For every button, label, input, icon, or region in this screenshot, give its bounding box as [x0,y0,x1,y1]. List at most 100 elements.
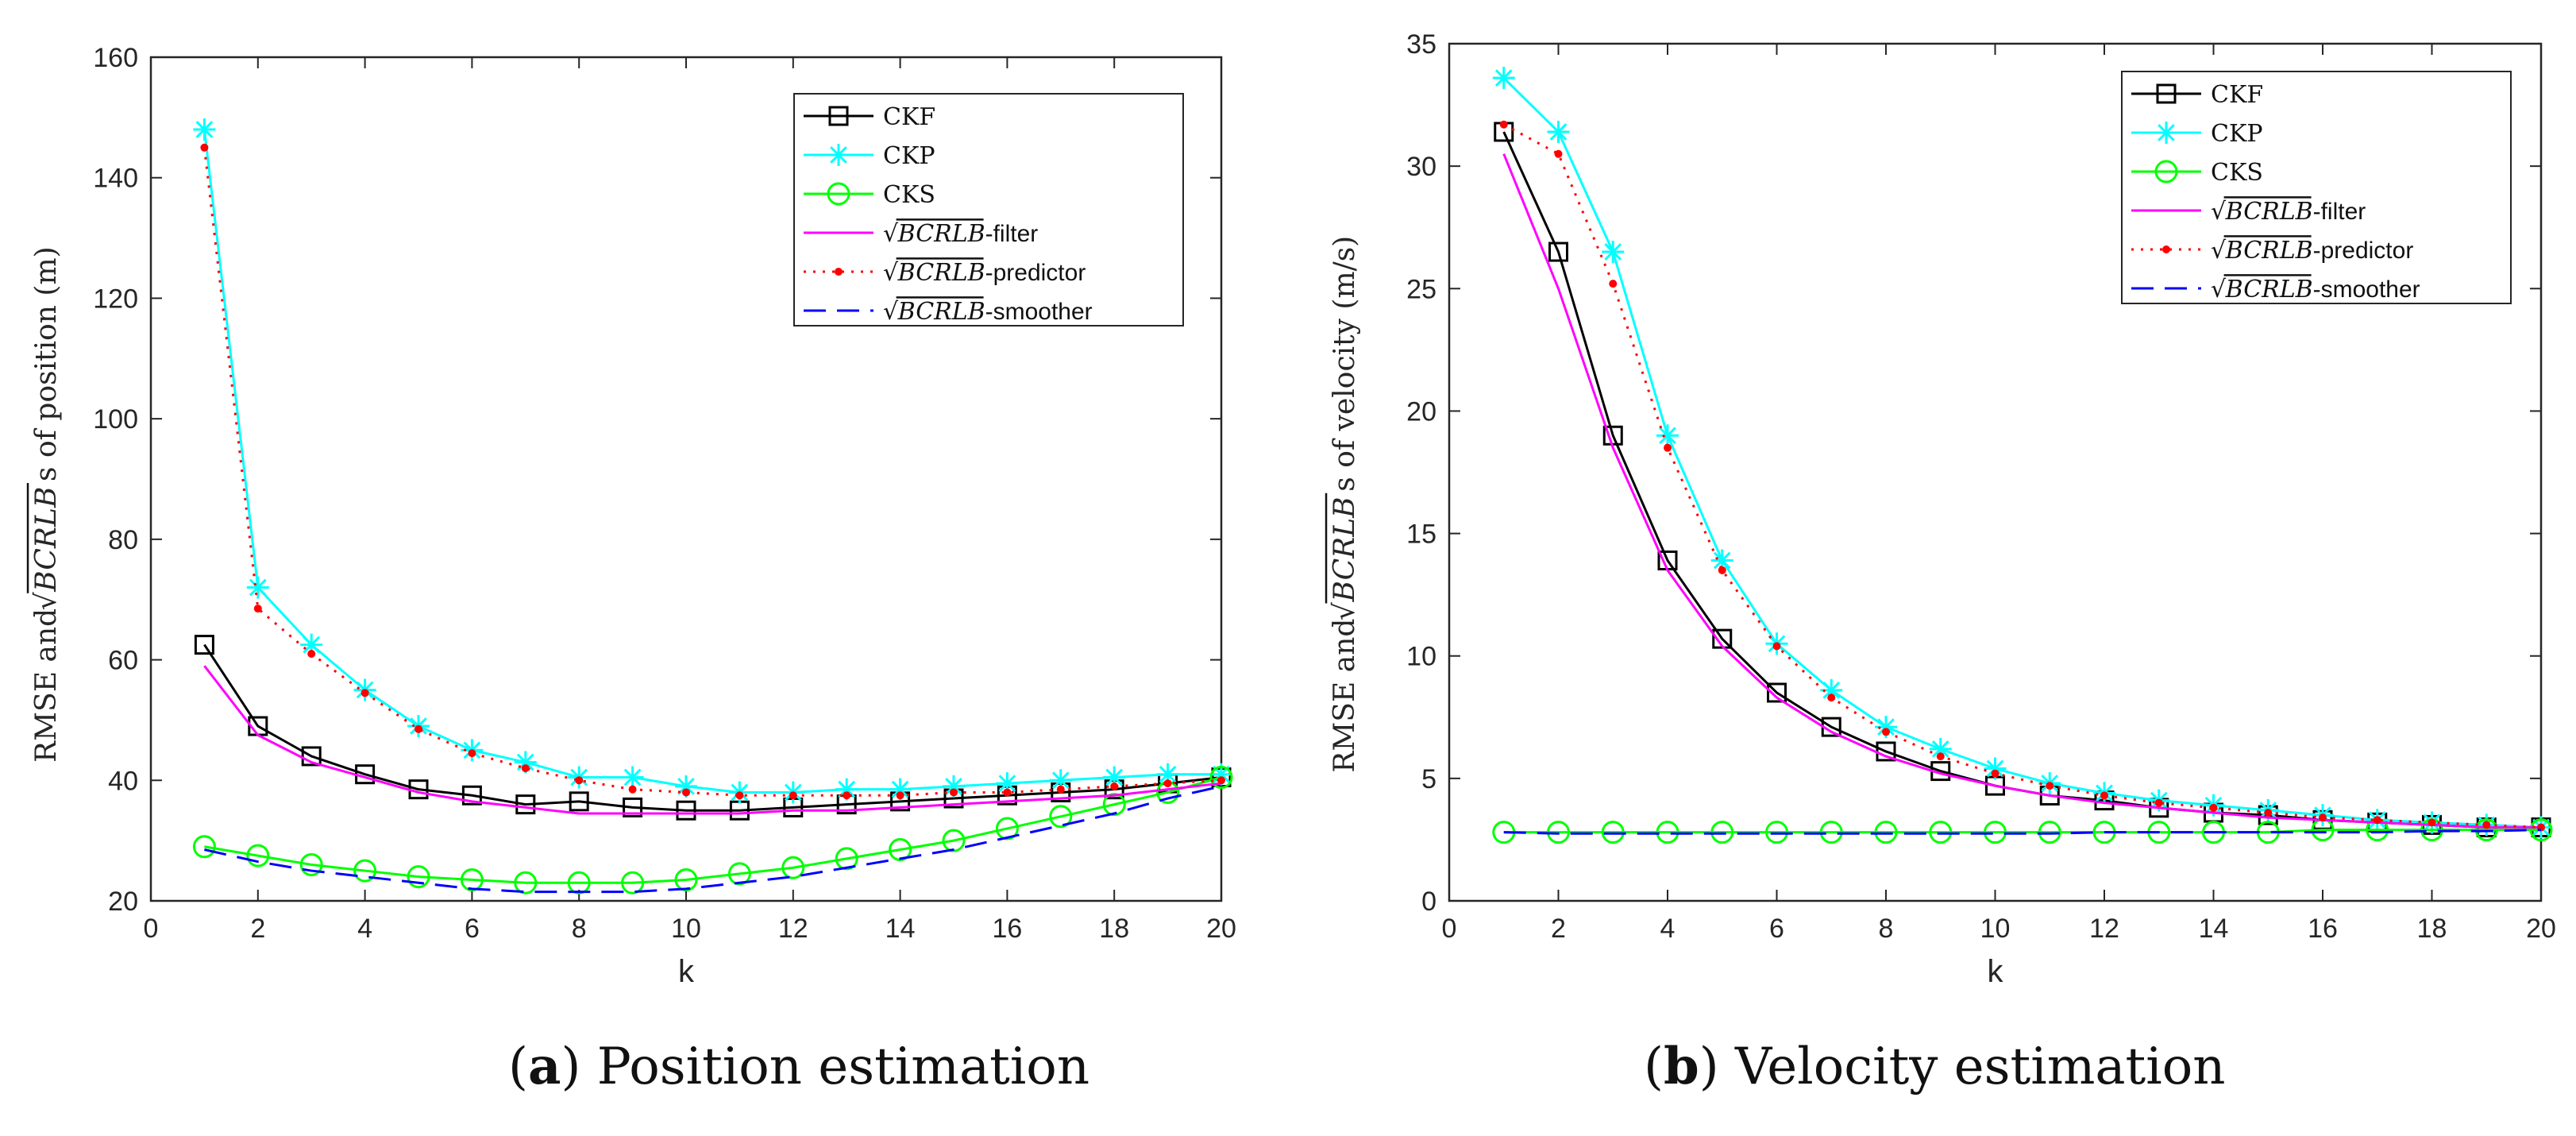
legend-marker-ckf [828,106,849,126]
data-point-cks [674,867,698,891]
series-bcrlb-smoother-velocity [1503,829,2542,835]
data-point-cks [727,862,751,886]
data-point-cks [942,829,966,852]
y-tick-label: 20 [108,887,138,917]
data-point-ckf [1548,241,1568,262]
y-ticks-position: 20 40 60 80 100 120 140 160 [93,43,1221,917]
x-tick-label: 12 [2089,914,2119,944]
legend-marker-ckp [827,144,850,166]
legend-label-bcrlb-filter-bcrlb: BCRLB [897,220,985,248]
data-point-ckp [835,778,858,801]
legend-label-ckp: CKP [883,142,935,170]
legend-marker-bcrlb-predictor [2162,245,2170,253]
data-point-ckp [1103,766,1126,789]
caption-position: (a) Position estimation [508,1037,1090,1096]
data-point-cks [407,865,430,889]
data-point-cks [621,871,645,895]
caption-b-text: Velocity estimation [1718,1037,2226,1096]
y-ticks-velocity: 0 5 10 15 20 25 30 35 [1406,29,2541,917]
data-point-cks [1049,805,1073,829]
data-point-ckf [1767,682,1787,703]
y-tick-label: 60 [108,646,138,676]
legend-label-bcrlb-smoother-radical: √ [883,298,899,326]
y-axis-label-sqrt-bcrlb: BCRLB [1328,497,1361,602]
data-point-ckp [1875,716,1897,739]
x-tick-label: 8 [1879,914,1894,944]
x-tick-label: 6 [465,914,480,944]
y-axis-label-sqrt-radical: √ [1328,602,1361,620]
x-tick-label: 2 [250,914,265,944]
y-tick-label: 30 [1406,152,1436,182]
legend-label-bcrlb-predictor-radical: √ [2211,237,2227,265]
data-point-cks [2038,821,2061,844]
legend-label-suffix: -smoother [985,299,1093,325]
legend-label-cks: CKS [2211,159,2263,187]
data-point-ckp [193,118,216,141]
series-line-bcrlb-predictor [1503,123,2542,829]
y-axis-label-sqrt: √BCRLB s of velocity (m/s) [1325,236,1361,620]
y-axis-label-velocity: RMSE and √BCRLB s of velocity (m/s) [1325,236,1361,773]
chart-position: 0 2 4 6 8 10 12 14 16 18 20 20 40 60 80 100 120 140 160 k RM… [26,43,1236,989]
y-axis-label-prefix: RMSE and [30,609,63,763]
data-point-bcrlb-predictor [1056,785,1065,794]
legend-label-ckp: CKP [2211,120,2263,148]
data-point-bcrlb-predictor [1499,120,1508,129]
legend-label-bcrlb-predictor-radical: √ [883,259,899,287]
data-point-bcrlb-predictor [2154,798,2163,807]
data-point-bcrlb-predictor [789,791,797,800]
data-point-bcrlb-predictor [1003,788,1012,797]
data-point-ckp [996,772,1019,795]
legend-label-bcrlb-smoother-bcrlb: BCRLB [897,298,985,326]
x-tick-label: 18 [2417,914,2447,944]
legend-label-bcrlb-filter: √ BCRLB -filter [883,218,1038,248]
data-point-ckp [943,775,965,798]
data-point-ckp [621,766,644,789]
caption-velocity: (b) Velocity estimation [1644,1037,2226,1096]
legend-label-bcrlb-filter-radical: √ [883,220,899,248]
legend-label-bcrlb-smoother: √ BCRLB -smoother [883,296,1093,326]
data-point-ckp [1049,769,1072,792]
data-point-ckp [1656,424,1679,447]
data-point-cks [192,835,216,859]
data-point-bcrlb-predictor [682,788,690,797]
data-point-bcrlb-predictor [896,791,904,800]
y-axis-label-position: RMSE and √BCRLB s of position (m) [26,246,63,763]
data-point-ckp [1210,763,1232,786]
data-point-bcrlb-predictor [2428,818,2436,827]
data-point-cks [2529,818,2553,842]
data-point-cks [353,859,377,883]
data-point-bcrlb-predictor [1936,752,1945,761]
data-point-bcrlb-predictor [2264,809,2273,817]
data-point-cks [1102,793,1126,817]
data-point-ckp [1547,120,1570,143]
data-point-bcrlb-predictor [2319,813,2327,822]
legend-box [2121,71,2512,304]
x-tick-label: 8 [572,914,587,944]
x-ticks-position: 0 2 4 6 8 10 12 14 16 18 20 [144,57,1236,944]
x-tick-label: 20 [2526,914,2556,944]
data-point-ckf [569,791,589,812]
x-tick-label: 18 [1099,914,1129,944]
data-point-ckp [514,751,537,774]
y-tick-label: 35 [1406,29,1436,60]
data-point-cks [514,871,538,895]
legend-label-bcrlb-predictor: √ BCRLB -predictor [883,257,1086,287]
data-point-bcrlb-predictor [1554,149,1563,158]
x-tick-label: 20 [1206,914,1236,944]
series-line-bcrlb-smoother [204,785,1222,894]
data-point-bcrlb-predictor [628,785,637,794]
data-point-ckf [515,794,536,815]
data-point-ckp [1710,549,1733,572]
data-point-bcrlb-predictor [1991,769,1999,778]
data-point-ckp [246,576,269,599]
data-point-ckf [623,797,643,817]
data-point-bcrlb-predictor [1718,566,1726,574]
data-point-cks [567,871,591,895]
data-point-bcrlb-predictor [521,764,530,773]
y-axis-label-sqrt-radical: √ [30,592,63,610]
data-point-bcrlb-predictor [1609,280,1618,288]
data-point-cks [995,817,1019,840]
data-point-bcrlb-predictor [468,749,476,758]
data-point-ckp [1929,737,1952,760]
